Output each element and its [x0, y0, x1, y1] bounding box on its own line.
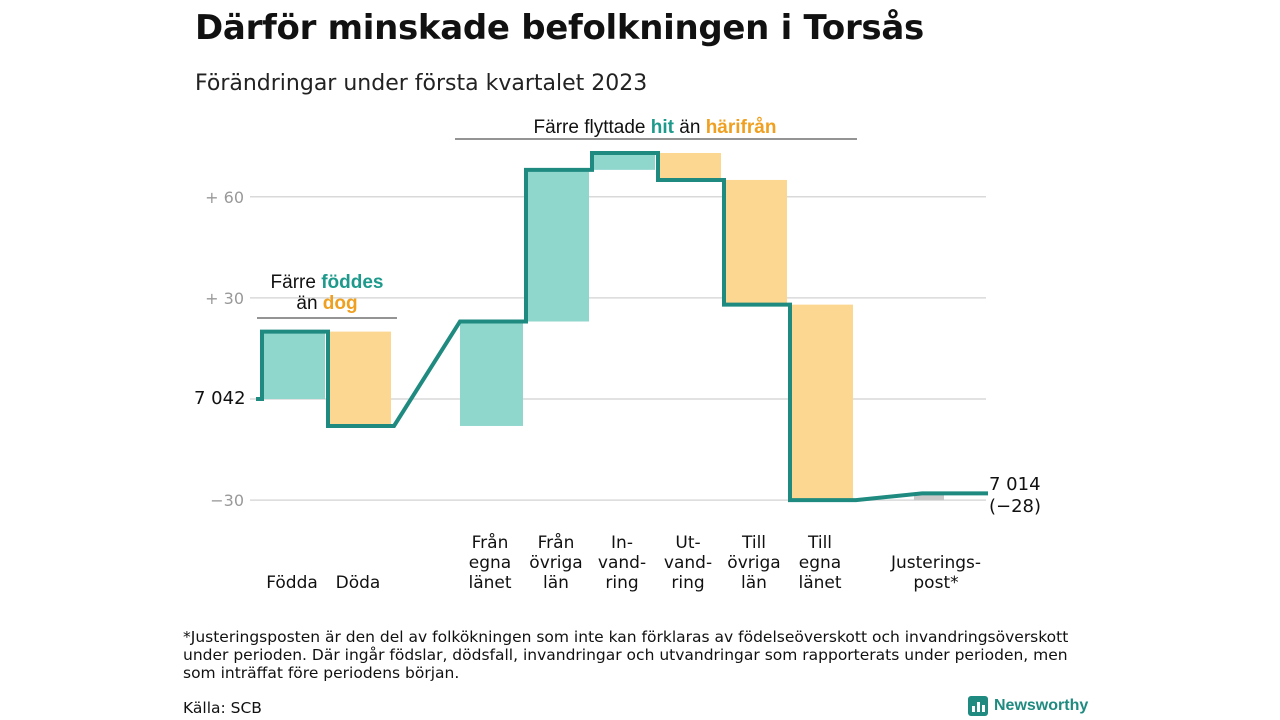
bar	[592, 152, 655, 170]
x-category-label: län	[543, 573, 569, 593]
footnote: *Justeringsposten är den del av folkökni…	[183, 628, 1069, 682]
x-category-label: ring	[671, 573, 704, 593]
x-category-label: övriga	[727, 553, 780, 573]
bar	[658, 152, 721, 180]
x-category-label: Från	[472, 532, 509, 553]
x-category-label: län	[741, 573, 767, 593]
end-value-label: 7 014	[989, 474, 1041, 495]
x-category-label: Till	[741, 533, 766, 553]
newsworthy-icon	[968, 696, 988, 716]
x-category-label: Till	[807, 533, 832, 553]
bar	[724, 179, 787, 305]
bar	[914, 493, 944, 501]
y-tick-label: −30	[210, 491, 244, 510]
end-change-label: (−28)	[989, 496, 1041, 517]
source-label: Källa: SCB	[183, 699, 262, 717]
bars	[262, 152, 944, 501]
x-category-label: länet	[798, 573, 841, 593]
x-category-label: egna	[799, 553, 841, 573]
x-category-label: post*	[913, 573, 958, 593]
chart-subtitle: Förändringar under första kvartalet 2023	[195, 71, 648, 96]
bar	[328, 331, 391, 426]
bar	[790, 304, 853, 501]
chart-title: Därför minskade befolkningen i Torsås	[195, 8, 924, 48]
x-category-label: Ut-	[675, 533, 700, 553]
brand-name: Newsworthy	[994, 697, 1089, 714]
x-category-label: Födda	[266, 573, 318, 593]
x-category-label: Döda	[336, 573, 381, 593]
bar	[262, 331, 325, 399]
x-category-label: egna	[469, 553, 511, 573]
brand-logo: Newsworthy	[968, 696, 1088, 716]
x-category-label: vand-	[598, 553, 646, 573]
y-tick-label: + 30	[205, 289, 244, 308]
step-line	[256, 150, 988, 503]
x-category-label: Justerings-	[890, 553, 981, 573]
annotation-text: än dog	[296, 293, 357, 314]
x-category-label: vand-	[664, 553, 712, 573]
x-category-label: ring	[605, 573, 638, 593]
x-category-label: Från	[538, 532, 575, 553]
x-category-label: In-	[611, 533, 633, 553]
bar	[526, 169, 589, 322]
y-tick-label: + 60	[205, 188, 244, 207]
annotation-text: Färre flyttade hit än härifrån	[534, 117, 777, 138]
annotation-text: Färre föddes	[271, 272, 384, 293]
x-category-label: länet	[468, 573, 511, 593]
running-total-line	[256, 150, 988, 503]
bar	[460, 321, 523, 426]
x-category-label: övriga	[529, 553, 582, 573]
start-value-label: 7 042	[194, 388, 246, 409]
